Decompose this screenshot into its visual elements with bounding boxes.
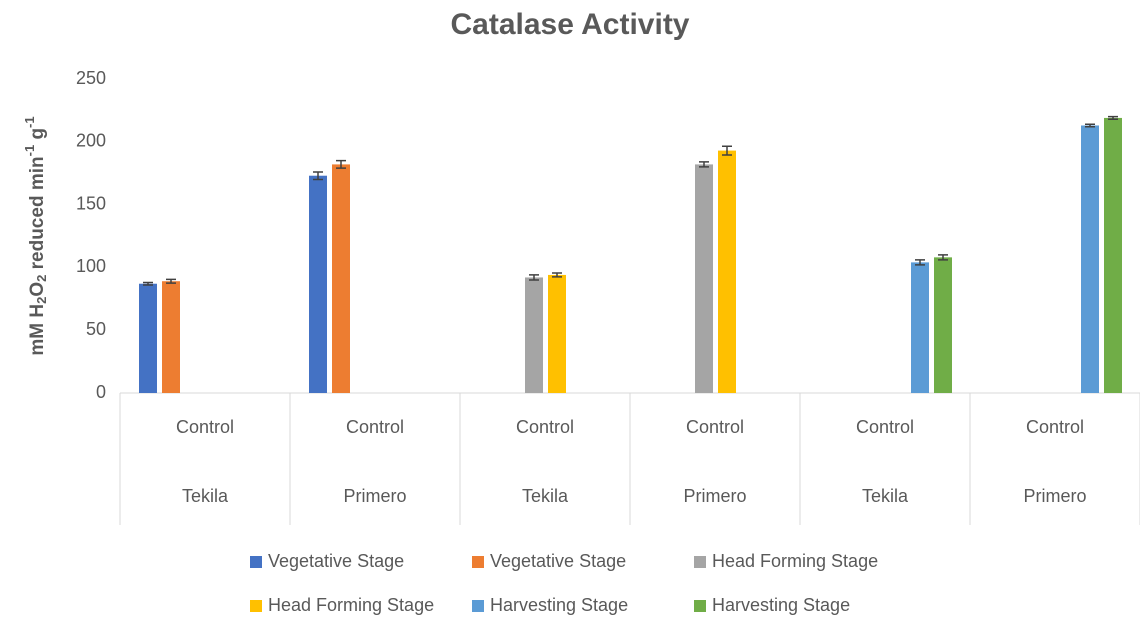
x-tick-label: Control [856, 417, 914, 437]
bar [548, 274, 566, 393]
bar [162, 281, 180, 393]
bar [911, 262, 929, 393]
y-label-part: 2 [34, 297, 49, 304]
legend-label: Head Forming Stage [268, 595, 434, 615]
y-label-part: -1 [22, 116, 37, 128]
y-tick-label: 250 [76, 68, 106, 88]
chart-title: Catalase Activity [450, 8, 689, 41]
legend-label: Vegetative Stage [268, 551, 404, 571]
legend-swatch [250, 600, 262, 612]
legend-label: Harvesting Stage [490, 595, 628, 615]
y-label-part: reduced min [27, 156, 48, 274]
y-tick-label: 50 [86, 319, 106, 339]
error-bar [166, 278, 176, 284]
y-tick-label: 0 [96, 382, 106, 402]
legend-swatch [694, 600, 706, 612]
error-bar [915, 259, 925, 266]
error-bar [699, 161, 709, 168]
error-bar [336, 159, 346, 169]
error-bar [1108, 115, 1118, 120]
error-bar [143, 281, 153, 286]
legend-label: Head Forming Stage [712, 551, 878, 571]
x-tick-label: Control [516, 417, 574, 437]
error-bar [529, 274, 539, 281]
y-label-part: O [27, 282, 48, 297]
x-tick-label: Control [346, 417, 404, 437]
x-group-label: Primero [1023, 486, 1086, 506]
y-tick-label: 150 [76, 193, 106, 213]
x-group-label: Primero [683, 486, 746, 506]
y-label-part: 2 [34, 275, 49, 282]
legend-label: Vegetative Stage [490, 551, 626, 571]
y-label-part: g [27, 128, 48, 145]
x-tick-label: Control [1026, 417, 1084, 437]
legend-swatch [472, 556, 484, 568]
y-label-part: -1 [22, 145, 37, 157]
x-group-label: Primero [343, 486, 406, 506]
y-axis-label: mM H2O2 reduced min-1 g-1 [22, 116, 49, 355]
legend-swatch [250, 556, 262, 568]
x-group-label: Tekila [182, 486, 229, 506]
y-tick-label: 200 [76, 131, 106, 151]
legend-swatch [694, 556, 706, 568]
legend-label: Harvesting Stage [712, 595, 850, 615]
legend-swatch [472, 600, 484, 612]
bar [139, 283, 157, 393]
bar [332, 164, 350, 393]
y-label-part: mM H [27, 304, 48, 356]
x-group-label: Tekila [522, 486, 569, 506]
x-tick-label: Control [176, 417, 234, 437]
error-bar [313, 171, 323, 181]
bar [695, 164, 713, 393]
error-bar [552, 272, 562, 278]
bar [525, 277, 543, 393]
bar [1081, 125, 1099, 394]
bar [1104, 117, 1122, 393]
x-tick-label: Control [686, 417, 744, 437]
error-bar [1085, 123, 1095, 128]
bar [934, 257, 952, 393]
error-bar [722, 145, 732, 156]
bar [718, 150, 736, 393]
y-tick-label: 100 [76, 256, 106, 276]
x-group-label: Tekila [862, 486, 909, 506]
error-bar [938, 254, 948, 261]
bar [309, 175, 327, 393]
